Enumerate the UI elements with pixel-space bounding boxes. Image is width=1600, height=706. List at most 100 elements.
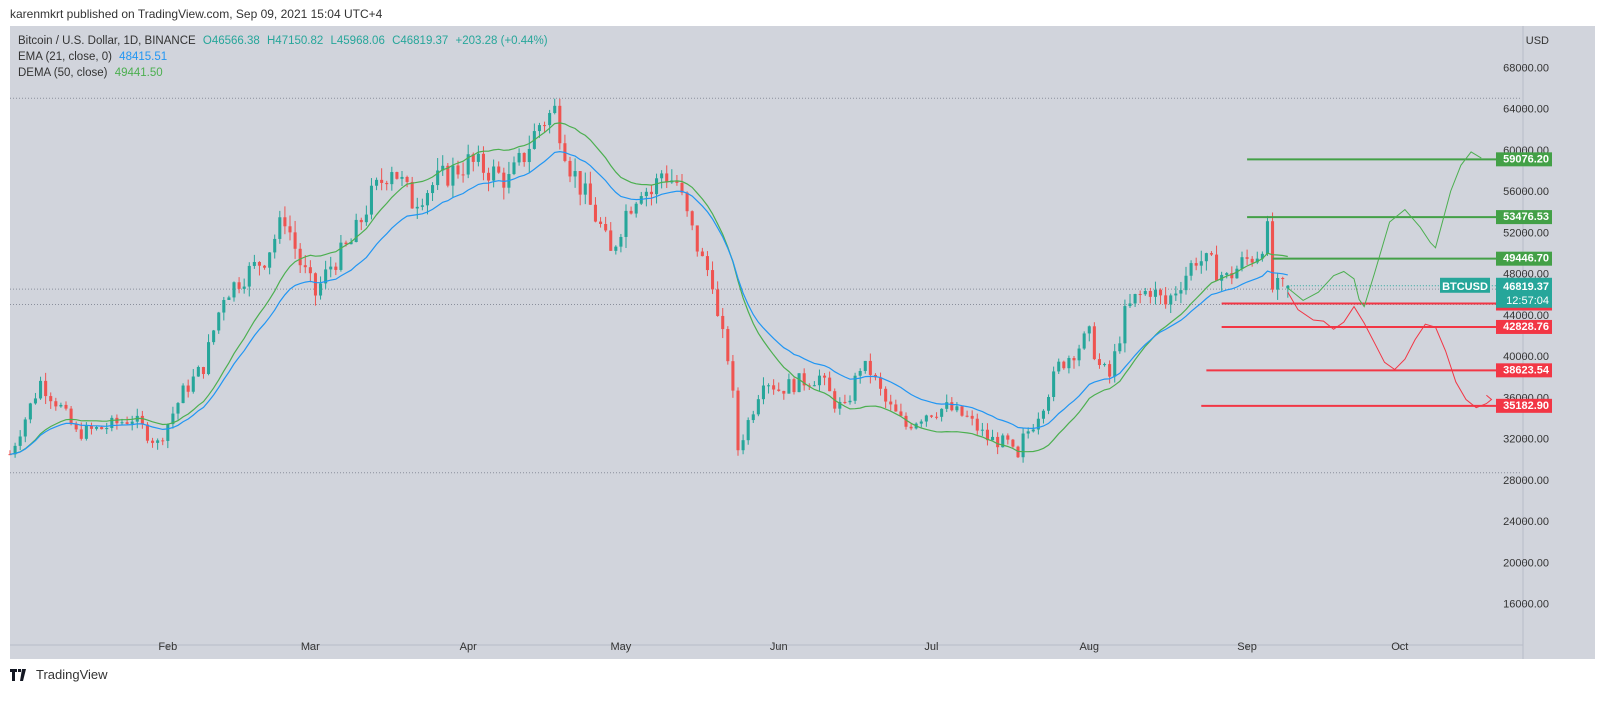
candle-body xyxy=(349,241,353,245)
price-tick-label: 68000.00 xyxy=(1503,62,1549,74)
candle-body xyxy=(334,266,338,270)
price-tick-label: 64000.00 xyxy=(1503,104,1549,116)
candle-body xyxy=(451,165,455,186)
price-tick-label: 32000.00 xyxy=(1503,434,1549,446)
legend-ema-label[interactable]: EMA (21, close, 0) xyxy=(18,51,112,63)
candle-body xyxy=(110,417,114,428)
candle-body xyxy=(247,265,251,287)
time-axis[interactable]: Feb Mar Apr May Jun Jul Aug Sep Oct xyxy=(158,641,1408,653)
candle-body xyxy=(1164,295,1168,305)
symbol-badge xyxy=(1440,277,1490,293)
candle-body xyxy=(924,415,928,422)
candle-body xyxy=(624,210,628,237)
candle-body xyxy=(375,179,379,186)
candle-body xyxy=(441,165,445,171)
candle-body xyxy=(1082,333,1086,349)
legend-dema-value: 49441.50 xyxy=(114,67,163,79)
candle-body xyxy=(1184,275,1188,291)
candle-body xyxy=(1123,306,1127,344)
legend-high: H47150.82 xyxy=(267,35,324,47)
candle-body xyxy=(1062,361,1066,369)
dema-line xyxy=(9,122,1288,455)
candle-body xyxy=(1143,291,1147,295)
candle-body xyxy=(817,375,821,386)
legend-symbol[interactable]: Bitcoin / U.S. Dollar, 1D, BINANCE xyxy=(18,35,196,47)
candle-body xyxy=(996,436,1000,448)
candle-body xyxy=(293,232,297,249)
support-level-badge xyxy=(1496,363,1552,378)
price-tick-label: 56000.00 xyxy=(1503,186,1549,198)
candle-body xyxy=(471,154,475,162)
candle-body xyxy=(568,160,572,177)
candle-body xyxy=(690,211,694,226)
candle-body xyxy=(894,404,898,412)
candle-body xyxy=(705,256,709,271)
candle-body xyxy=(1092,326,1096,360)
candle-body xyxy=(1250,258,1254,263)
price-badges: 59076.2053476.5349446.7045101.0142828.76… xyxy=(1287,152,1552,413)
candle-body xyxy=(1067,358,1071,369)
candle-body xyxy=(1001,435,1005,448)
candle-body xyxy=(1047,396,1051,411)
legend-dema-label[interactable]: DEMA (50, close) xyxy=(18,67,108,79)
candle-body xyxy=(1087,326,1091,334)
candle-body xyxy=(385,182,389,185)
candle-body xyxy=(502,172,506,188)
candle-body xyxy=(1240,257,1244,269)
candle-body xyxy=(695,225,699,252)
candle-body xyxy=(1271,221,1275,290)
price-tick-label: 28000.00 xyxy=(1503,475,1549,487)
candle-body xyxy=(619,236,623,247)
candle-body xyxy=(28,403,32,420)
candle-body xyxy=(853,375,857,401)
time-tick-label: Sep xyxy=(1237,641,1257,653)
candle-body xyxy=(263,265,267,268)
candle-body xyxy=(1138,294,1142,296)
candle-body xyxy=(395,172,399,179)
candle-body xyxy=(13,445,17,455)
candle-body xyxy=(812,385,816,387)
projection-drawings xyxy=(1287,151,1493,409)
candle-body xyxy=(364,214,368,223)
candle-body xyxy=(548,113,552,126)
candle-body xyxy=(665,173,669,183)
candle-body xyxy=(487,172,491,181)
candle-body xyxy=(64,404,68,409)
time-tick-label: Jul xyxy=(924,641,938,653)
tradingview-brand: TradingView xyxy=(36,667,108,682)
candle-body xyxy=(823,375,827,378)
candle-body xyxy=(1128,303,1132,307)
candle-body xyxy=(573,171,577,177)
candle-body xyxy=(201,367,205,375)
candle-body xyxy=(1108,364,1112,377)
candle-body xyxy=(329,266,333,270)
candle-body xyxy=(685,192,689,212)
candle-body xyxy=(313,273,317,296)
candle-body xyxy=(39,380,43,399)
candle-body xyxy=(89,425,93,429)
tradingview-footer: TradingView xyxy=(10,667,108,682)
candle-body xyxy=(1174,293,1178,296)
time-tick-label: Mar xyxy=(301,641,320,653)
candle-body xyxy=(1052,371,1056,397)
candle-body xyxy=(390,172,394,185)
resistance-level-label: 49446.70 xyxy=(1503,253,1549,265)
candle-body xyxy=(481,153,485,173)
horizontal-levels[interactable] xyxy=(1201,158,1496,407)
candle-body xyxy=(751,414,755,421)
candle-body xyxy=(1245,257,1249,259)
candle-body xyxy=(649,191,653,195)
candle-body xyxy=(217,312,221,331)
candle-body xyxy=(420,205,424,207)
candle-body xyxy=(848,400,852,403)
price-axis-background[interactable] xyxy=(1523,26,1595,659)
price-tick-label: 48000.00 xyxy=(1503,269,1549,281)
candle-body xyxy=(1225,273,1229,275)
price-tick-label: 20000.00 xyxy=(1503,557,1549,569)
candle-body xyxy=(283,217,287,227)
candle-body xyxy=(899,411,903,416)
candle-body xyxy=(145,424,149,441)
candle-body xyxy=(151,440,155,443)
candle-body xyxy=(1194,263,1198,266)
